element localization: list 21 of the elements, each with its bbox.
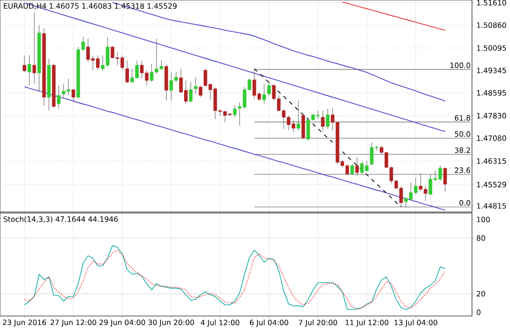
- candlestick: [198, 85, 202, 98]
- candlestick: [188, 82, 193, 103]
- candlestick: [28, 55, 32, 86]
- candlestick: [262, 83, 266, 104]
- candlestick: [194, 76, 198, 94]
- candlestick: [32, 11, 36, 84]
- candlestick: [267, 80, 271, 96]
- candlestick: [56, 85, 60, 110]
- candlestick: [321, 110, 325, 131]
- candlestick: [296, 100, 300, 131]
- candlestick: [22, 55, 26, 72]
- candlestick: [72, 88, 76, 101]
- candlestick: [350, 164, 354, 176]
- line-series: [342, 2, 446, 31]
- candlestick: [326, 108, 330, 130]
- candlestick: [301, 114, 306, 140]
- candlestick: [125, 60, 129, 84]
- candlestick: [355, 157, 359, 176]
- candlestick: [233, 105, 237, 118]
- candlestick: [164, 64, 168, 101]
- candlestick: [443, 167, 447, 192]
